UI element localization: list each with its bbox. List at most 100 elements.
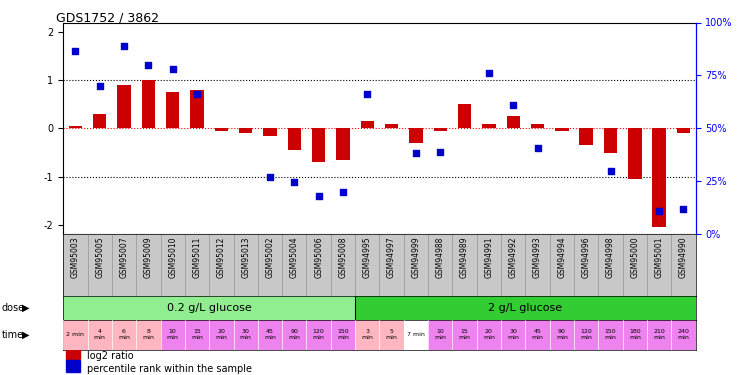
- Bar: [209, 320, 234, 350]
- Point: [653, 208, 665, 214]
- Text: GSM94994: GSM94994: [557, 236, 566, 278]
- Bar: [282, 320, 307, 350]
- Text: 4
min: 4 min: [94, 329, 106, 340]
- Bar: [574, 320, 598, 350]
- Text: 8
min: 8 min: [142, 329, 154, 340]
- Point: [531, 145, 543, 151]
- Text: 20
min: 20 min: [483, 329, 495, 340]
- Bar: [66, 347, 80, 359]
- Point: [142, 62, 154, 68]
- Point: [605, 168, 617, 174]
- Point: [69, 48, 81, 54]
- Bar: [118, 85, 131, 128]
- Bar: [550, 320, 574, 350]
- Bar: [190, 90, 204, 128]
- Bar: [482, 124, 496, 128]
- Point: [337, 189, 349, 195]
- Bar: [531, 124, 544, 128]
- Text: 150
min: 150 min: [337, 329, 349, 340]
- Bar: [501, 320, 525, 350]
- Bar: [288, 128, 301, 150]
- Bar: [628, 128, 641, 179]
- Text: 20
min: 20 min: [216, 329, 227, 340]
- Bar: [215, 128, 228, 131]
- Point: [264, 174, 276, 180]
- Point: [362, 91, 373, 97]
- Bar: [239, 128, 252, 133]
- Bar: [404, 320, 428, 350]
- Text: GSM95013: GSM95013: [241, 236, 250, 278]
- Bar: [263, 128, 277, 136]
- Point: [483, 70, 495, 76]
- Bar: [355, 296, 696, 320]
- Bar: [458, 104, 471, 128]
- Text: 90
min: 90 min: [556, 329, 568, 340]
- Text: GSM95005: GSM95005: [95, 236, 104, 278]
- Text: 7 min: 7 min: [407, 332, 425, 337]
- Point: [507, 102, 519, 108]
- Bar: [68, 126, 82, 128]
- Bar: [307, 320, 331, 350]
- Bar: [434, 128, 447, 131]
- Bar: [598, 320, 623, 350]
- Point: [410, 150, 422, 156]
- Text: 30
min: 30 min: [240, 329, 251, 340]
- Bar: [63, 296, 355, 320]
- Bar: [507, 116, 520, 128]
- Bar: [671, 320, 696, 350]
- Text: GSM94989: GSM94989: [460, 236, 469, 278]
- Bar: [555, 128, 568, 131]
- Text: 15
min: 15 min: [458, 329, 470, 340]
- Text: 150
min: 150 min: [605, 329, 617, 340]
- Bar: [385, 124, 398, 128]
- Text: 0.2 g/L glucose: 0.2 g/L glucose: [167, 303, 251, 313]
- Bar: [477, 320, 501, 350]
- Text: 3
min: 3 min: [362, 329, 373, 340]
- Bar: [312, 128, 325, 162]
- Bar: [185, 320, 209, 350]
- Text: GSM95010: GSM95010: [168, 236, 177, 278]
- Text: 30
min: 30 min: [507, 329, 519, 340]
- Text: GSM94992: GSM94992: [509, 236, 518, 278]
- Text: GSM95007: GSM95007: [120, 236, 129, 278]
- Text: GSM95001: GSM95001: [655, 236, 664, 278]
- Bar: [428, 320, 452, 350]
- Text: ▶: ▶: [22, 303, 30, 313]
- Bar: [331, 320, 355, 350]
- Text: 45
min: 45 min: [264, 329, 276, 340]
- Text: percentile rank within the sample: percentile rank within the sample: [87, 364, 252, 374]
- Text: GSM94991: GSM94991: [484, 236, 493, 278]
- Text: 2 min: 2 min: [66, 332, 84, 337]
- Bar: [66, 360, 80, 372]
- Text: 180
min: 180 min: [629, 329, 641, 340]
- Bar: [63, 320, 88, 350]
- Text: GSM94988: GSM94988: [436, 236, 445, 278]
- Bar: [677, 128, 690, 133]
- Text: GSM95008: GSM95008: [339, 236, 347, 278]
- Bar: [136, 320, 161, 350]
- Text: 240
min: 240 min: [678, 329, 690, 340]
- Text: dose: dose: [1, 303, 25, 313]
- Bar: [452, 320, 477, 350]
- Bar: [525, 320, 550, 350]
- Text: GSM95011: GSM95011: [193, 236, 202, 278]
- Text: 120
min: 120 min: [312, 329, 324, 340]
- Bar: [234, 320, 258, 350]
- Bar: [141, 80, 155, 128]
- Text: 210
min: 210 min: [653, 329, 665, 340]
- Point: [167, 66, 179, 72]
- Point: [191, 91, 203, 97]
- Text: ▶: ▶: [22, 330, 30, 339]
- Bar: [604, 128, 618, 153]
- Text: GSM95003: GSM95003: [71, 236, 80, 278]
- Text: GSM95000: GSM95000: [630, 236, 639, 278]
- Bar: [379, 320, 404, 350]
- Bar: [355, 320, 379, 350]
- Text: GSM95006: GSM95006: [314, 236, 323, 278]
- Text: 45
min: 45 min: [532, 329, 543, 340]
- Bar: [166, 92, 179, 128]
- Point: [434, 148, 446, 154]
- Bar: [361, 121, 374, 128]
- Bar: [258, 320, 282, 350]
- Point: [678, 206, 690, 212]
